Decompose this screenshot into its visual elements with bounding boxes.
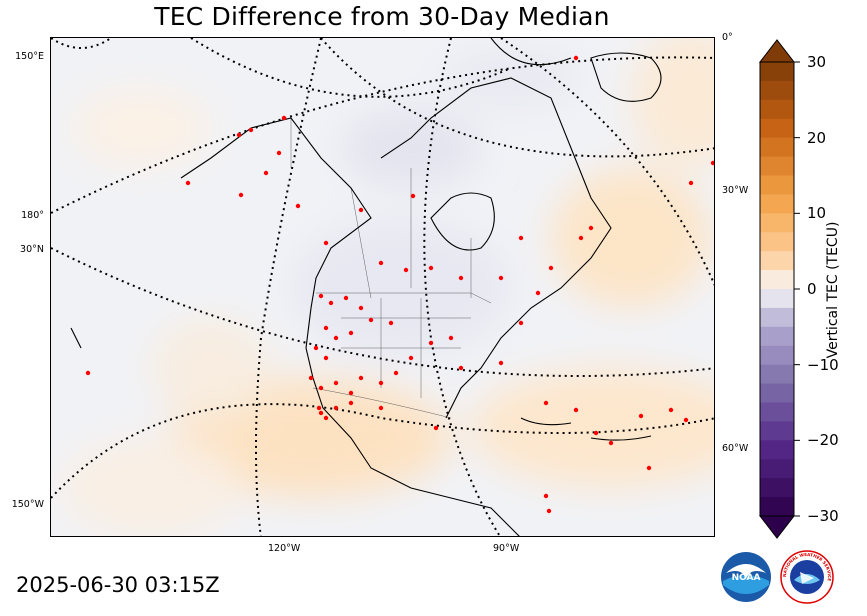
chart-title: TEC Difference from 30-Day Median <box>154 2 610 31</box>
colorbar-tick-label: −10 <box>807 355 839 374</box>
colorbar-tick-label: −30 <box>807 507 839 525</box>
colorbar-tick-label: 20 <box>807 128 827 147</box>
timestamp: 2025-06-30 03:15Z <box>16 573 220 597</box>
colorbar-step <box>760 497 794 517</box>
tec-contour-fill <box>61 38 714 536</box>
colorbar-step <box>760 156 794 176</box>
colorbar <box>758 39 800 539</box>
colorbar-label: Vertical TEC (TECU) <box>825 221 841 359</box>
noaa-logo-text: NOAA <box>732 573 761 583</box>
label-0: 0° <box>722 32 733 43</box>
colorbar-step <box>760 402 794 422</box>
colorbar-step <box>760 289 794 309</box>
colorbar-step <box>760 364 794 385</box>
colorbar-step <box>760 270 794 290</box>
colorbar-step <box>760 345 794 366</box>
colorbar-step <box>760 251 794 271</box>
colorbar-step <box>760 307 794 328</box>
colorbar-step <box>760 99 794 120</box>
colorbar-tick-label: 30 <box>807 53 827 71</box>
colorbar-step <box>760 175 794 195</box>
colorbar-tick-label: −20 <box>807 431 839 450</box>
colorbar-step <box>760 118 794 139</box>
colorbar-step <box>760 137 794 158</box>
colorbar-step <box>760 213 794 233</box>
colorbar-steps <box>760 62 794 517</box>
colorbar-step <box>760 478 794 498</box>
colorbar-step <box>760 440 794 460</box>
label-60w: 60°W <box>722 443 749 454</box>
colorbar-step <box>760 326 794 347</box>
political-borders <box>290 118 492 419</box>
colorbar-step <box>760 421 794 441</box>
colorbar-step <box>760 62 794 82</box>
colorbar-step <box>760 232 794 252</box>
tec-map <box>51 38 714 536</box>
label-180: 180° <box>21 210 44 221</box>
colorbar-tick-label: 0 <box>807 280 817 298</box>
nws-logo-icon: NATIONAL WEATHER SERVICE <box>780 550 834 604</box>
colorbar-tick-label: 10 <box>807 204 827 223</box>
label-90w: 90°W <box>493 543 520 554</box>
label-120w: 120°W <box>268 543 301 554</box>
colorbar-ticks <box>794 61 800 517</box>
label-30n: 30°N <box>20 244 44 255</box>
colorbar-step <box>760 383 794 403</box>
colorbar-extend-high <box>758 39 796 63</box>
colorbar-step <box>760 459 794 479</box>
map-panel <box>50 37 715 537</box>
colorbar-step <box>760 80 794 101</box>
label-30w: 30°W <box>722 185 749 196</box>
label-150w: 150°W <box>11 499 44 510</box>
colorbar-step <box>760 194 794 214</box>
colorbar-extend-low <box>758 515 796 539</box>
station-markers <box>85 55 714 514</box>
noaa-logo-icon: NOAA <box>721 552 771 602</box>
graticule <box>51 38 714 536</box>
label-150e: 150°E <box>15 51 44 62</box>
